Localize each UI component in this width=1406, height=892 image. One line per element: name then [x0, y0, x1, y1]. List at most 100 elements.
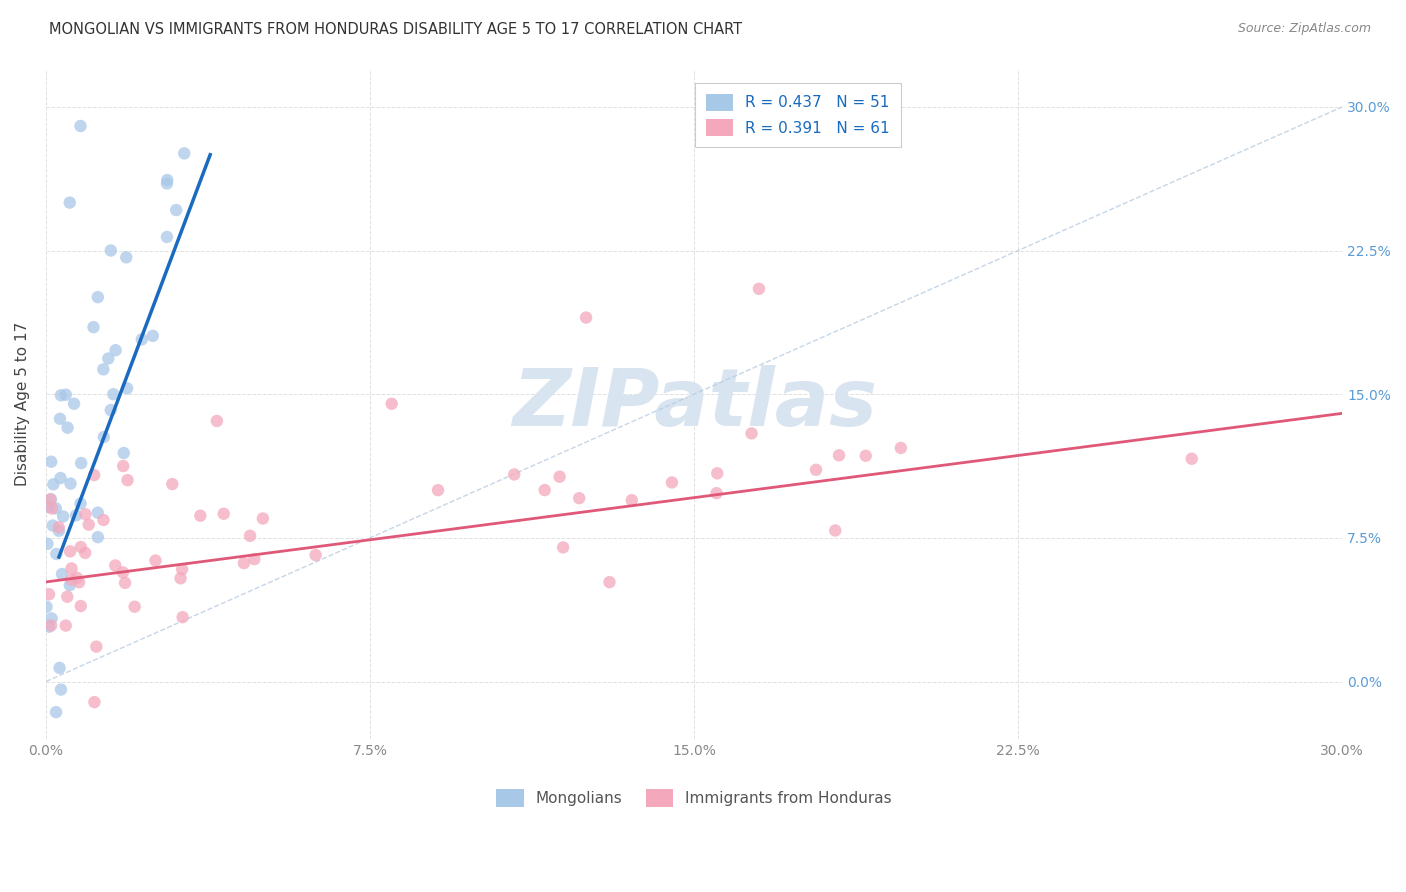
Point — [855, 449, 877, 463]
Point — [575, 310, 598, 325]
Point — [97, 351, 120, 366]
Point — [114, 575, 136, 590]
Point — [66, 571, 89, 585]
Point — [59, 544, 82, 558]
Point — [42, 518, 65, 533]
Point — [104, 558, 127, 573]
Point — [87, 506, 110, 520]
Point — [38, 587, 60, 601]
Point — [828, 448, 851, 462]
Point — [124, 599, 146, 614]
Point — [748, 282, 770, 296]
Point — [56, 420, 79, 434]
Point — [205, 414, 228, 428]
Point — [142, 329, 165, 343]
Point — [599, 575, 621, 590]
Point — [548, 469, 571, 483]
Point — [35, 599, 58, 614]
Point — [59, 578, 82, 592]
Text: Source: ZipAtlas.com: Source: ZipAtlas.com — [1237, 22, 1371, 36]
Point — [190, 508, 212, 523]
Point — [42, 477, 65, 491]
Point — [69, 599, 91, 613]
Point — [533, 483, 555, 497]
Text: MONGOLIAN VS IMMIGRANTS FROM HONDURAS DISABILITY AGE 5 TO 17 CORRELATION CHART: MONGOLIAN VS IMMIGRANTS FROM HONDURAS DI… — [49, 22, 742, 37]
Point — [87, 530, 110, 544]
Point — [890, 441, 912, 455]
Point — [51, 566, 73, 581]
Point — [49, 471, 72, 485]
Point — [59, 195, 82, 210]
Point — [162, 477, 184, 491]
Point — [41, 611, 63, 625]
Point — [86, 640, 108, 654]
Point — [93, 362, 115, 376]
Point — [39, 492, 62, 507]
Point — [156, 230, 179, 244]
Point — [103, 387, 125, 401]
Point — [60, 561, 83, 575]
Point — [172, 610, 194, 624]
Point — [37, 537, 59, 551]
Point — [49, 411, 72, 425]
Point — [48, 524, 70, 538]
Point — [706, 486, 728, 500]
Point — [169, 571, 191, 585]
Point — [131, 332, 153, 346]
Point — [503, 467, 526, 482]
Point — [49, 682, 72, 697]
Point — [568, 491, 591, 506]
Point — [60, 573, 83, 587]
Legend: Mongolians, Immigrants from Honduras: Mongolians, Immigrants from Honduras — [491, 783, 898, 813]
Point — [56, 590, 79, 604]
Point — [55, 618, 77, 632]
Point — [100, 244, 122, 258]
Point — [112, 446, 135, 460]
Point — [305, 548, 328, 562]
Point — [115, 381, 138, 395]
Point — [111, 566, 134, 580]
Point — [39, 455, 62, 469]
Point — [48, 661, 70, 675]
Point — [69, 540, 91, 554]
Point — [165, 203, 187, 218]
Text: ZIPatlas: ZIPatlas — [512, 365, 876, 442]
Point — [156, 173, 179, 187]
Point — [52, 509, 75, 524]
Point — [551, 541, 574, 555]
Point — [381, 397, 404, 411]
Point — [75, 508, 97, 522]
Point — [67, 575, 90, 590]
Point — [39, 618, 62, 632]
Point — [117, 473, 139, 487]
Point — [77, 517, 100, 532]
Point — [112, 458, 135, 473]
Point — [55, 388, 77, 402]
Point — [620, 493, 643, 508]
Point — [243, 552, 266, 566]
Y-axis label: Disability Age 5 to 17: Disability Age 5 to 17 — [15, 322, 30, 486]
Point — [93, 513, 115, 527]
Point — [75, 546, 97, 560]
Point — [173, 146, 195, 161]
Point — [172, 562, 194, 576]
Point — [38, 620, 60, 634]
Point — [824, 524, 846, 538]
Point — [232, 556, 254, 570]
Point — [427, 483, 450, 498]
Point — [804, 463, 827, 477]
Point — [156, 177, 179, 191]
Point — [49, 388, 72, 402]
Point — [45, 547, 67, 561]
Point — [252, 511, 274, 525]
Point — [93, 430, 115, 444]
Point — [1181, 451, 1204, 466]
Point — [70, 456, 93, 470]
Point — [661, 475, 683, 490]
Point — [104, 343, 127, 358]
Point — [45, 501, 67, 516]
Point — [145, 553, 167, 567]
Point — [59, 476, 82, 491]
Point — [83, 695, 105, 709]
Point — [212, 507, 235, 521]
